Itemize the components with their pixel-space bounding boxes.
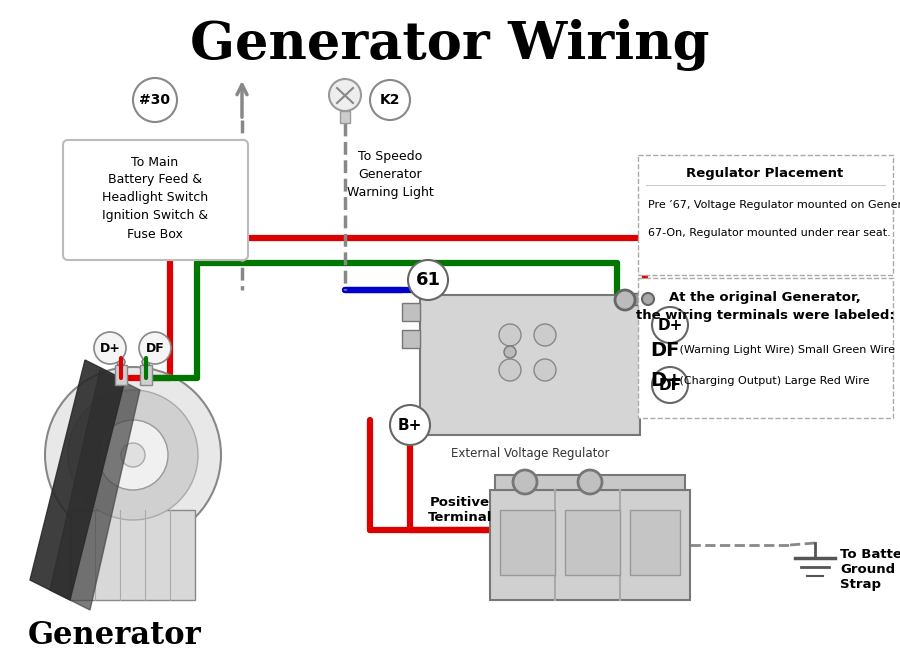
Circle shape bbox=[615, 290, 635, 310]
Circle shape bbox=[534, 359, 556, 381]
Circle shape bbox=[139, 332, 171, 364]
Circle shape bbox=[133, 78, 177, 122]
Text: B+: B+ bbox=[398, 417, 422, 432]
Text: DF: DF bbox=[659, 378, 681, 392]
Bar bbox=[630, 510, 680, 575]
Circle shape bbox=[329, 79, 361, 111]
Circle shape bbox=[390, 405, 430, 445]
Text: D+: D+ bbox=[657, 317, 683, 332]
Bar bbox=[640, 317, 656, 335]
Bar bbox=[640, 377, 656, 395]
Bar bbox=[565, 510, 620, 575]
Bar bbox=[140, 365, 152, 385]
Text: Regulator Placement: Regulator Placement bbox=[687, 166, 843, 179]
Polygon shape bbox=[30, 360, 125, 600]
Circle shape bbox=[513, 470, 537, 494]
Circle shape bbox=[499, 359, 521, 381]
Bar bbox=[490, 490, 690, 600]
Circle shape bbox=[652, 307, 688, 343]
FancyBboxPatch shape bbox=[63, 140, 248, 260]
Text: To Battery
Ground
Strap: To Battery Ground Strap bbox=[840, 548, 900, 591]
Circle shape bbox=[94, 332, 126, 364]
Bar bbox=[115, 365, 127, 385]
Text: 67-On, Regulator mounted under rear seat.: 67-On, Regulator mounted under rear seat… bbox=[648, 228, 891, 238]
Text: DF: DF bbox=[146, 342, 165, 355]
Text: #30: #30 bbox=[140, 93, 170, 107]
Text: Generator Wiring: Generator Wiring bbox=[190, 19, 710, 71]
Text: K2: K2 bbox=[380, 93, 400, 107]
Circle shape bbox=[578, 470, 602, 494]
Circle shape bbox=[45, 367, 221, 543]
Circle shape bbox=[499, 324, 521, 346]
Bar bbox=[638, 278, 893, 418]
Text: D+: D+ bbox=[100, 342, 121, 355]
Circle shape bbox=[652, 367, 688, 403]
Bar bbox=[500, 510, 555, 575]
Text: At the original Generator,: At the original Generator, bbox=[669, 292, 861, 304]
Circle shape bbox=[534, 324, 556, 346]
Text: D+: D+ bbox=[650, 371, 682, 390]
Circle shape bbox=[642, 293, 654, 305]
Circle shape bbox=[504, 346, 516, 358]
Text: Positive
Terminal: Positive Terminal bbox=[428, 496, 492, 524]
Text: To Main
Battery Feed &
Headlight Switch
Ignition Switch &
Fuse Box: To Main Battery Feed & Headlight Switch … bbox=[102, 156, 208, 240]
Circle shape bbox=[68, 390, 198, 520]
Polygon shape bbox=[50, 370, 140, 610]
Text: DF: DF bbox=[650, 340, 680, 359]
Text: 61: 61 bbox=[416, 271, 440, 289]
Text: Generator: Generator bbox=[28, 620, 202, 650]
Circle shape bbox=[142, 358, 150, 366]
Bar bbox=[340, 111, 350, 123]
Text: To Speedo
Generator
Warning Light: To Speedo Generator Warning Light bbox=[346, 150, 434, 199]
Bar bbox=[495, 475, 685, 490]
Circle shape bbox=[370, 80, 410, 120]
Circle shape bbox=[98, 420, 168, 490]
Bar bbox=[638, 155, 893, 275]
Bar bbox=[402, 303, 420, 321]
Bar bbox=[70, 510, 195, 600]
Circle shape bbox=[121, 443, 145, 467]
Text: External Voltage Regulator: External Voltage Regulator bbox=[451, 447, 609, 459]
Text: (Charging Output) Large Red Wire: (Charging Output) Large Red Wire bbox=[676, 376, 869, 386]
Bar bbox=[632, 293, 654, 305]
Circle shape bbox=[117, 358, 125, 366]
Text: the wiring terminals were labeled:: the wiring terminals were labeled: bbox=[635, 309, 895, 323]
Text: (Warning Light Wire) Small Green Wire: (Warning Light Wire) Small Green Wire bbox=[676, 345, 895, 355]
Text: Pre ’67, Voltage Regulator mounted on Generator.: Pre ’67, Voltage Regulator mounted on Ge… bbox=[648, 200, 900, 210]
Bar bbox=[420, 295, 640, 435]
Circle shape bbox=[408, 260, 448, 300]
Bar bbox=[402, 330, 420, 348]
